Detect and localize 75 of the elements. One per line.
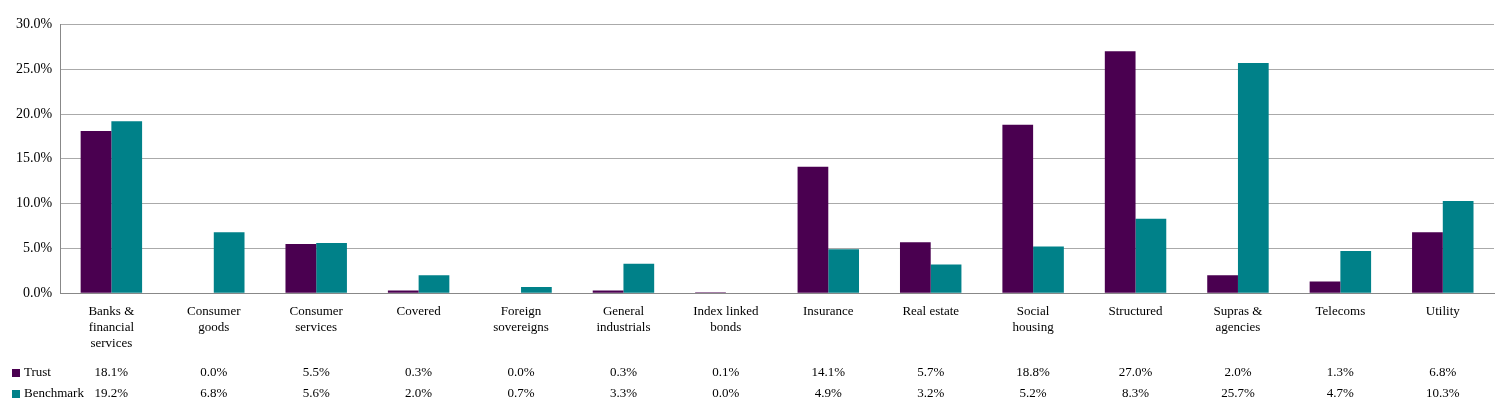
data-label: 2.0% [405,385,433,401]
data-label: 10.3% [1425,385,1460,401]
bar [930,264,962,293]
data-label: 0.7% [507,385,535,401]
data-label: 0.0% [712,385,740,401]
data-label: 2.0% [1224,364,1252,380]
x-tick-label: Structured [1108,303,1164,319]
bar [899,242,931,293]
bar [213,232,245,293]
y-tick-label: 5.0% [22,240,53,256]
bar [418,275,450,293]
data-label: 4.9% [814,385,842,401]
legend-label: Trust [24,364,52,380]
data-label: 5.6% [302,385,330,401]
data-label: 5.7% [917,364,945,380]
bar [828,249,860,293]
data-label: 14.1% [811,364,846,380]
y-tick-label: 0.0% [22,284,53,300]
x-tick-label: Supras & agencies [1213,303,1263,335]
x-tick-label: Consumer services [289,303,344,335]
bar [1340,251,1372,293]
data-label: 3.2% [917,385,945,401]
data-label: 18.1% [94,364,129,380]
x-tick-label: Utility [1425,303,1461,319]
bar [1442,200,1474,293]
data-label: 0.0% [200,364,228,380]
data-label: 3.3% [609,385,638,401]
bar [387,290,419,293]
data-label: 5.5% [302,364,330,380]
bar [1033,246,1064,293]
data-label: 6.8% [1429,364,1457,380]
bar [1207,275,1238,293]
x-tick-label: Covered [396,303,442,319]
bar [316,243,347,293]
data-label: 0.3% [405,364,433,380]
bar [111,121,143,293]
bar [623,263,655,293]
data-label: 25.7% [1221,385,1255,401]
data-label: 0.0% [507,364,535,380]
data-label: 0.3% [609,364,638,380]
x-tick-label: Social housing [1012,303,1055,335]
y-tick-label: 30.0% [15,16,53,32]
y-tick-label: 15.0% [15,150,53,166]
x-tick-label: Insurance [803,303,854,319]
data-label: 18.8% [1016,364,1051,380]
bar [592,290,624,293]
data-label: 8.3% [1121,385,1150,401]
bar [521,286,552,293]
x-tick-label: Index linked bonds [693,303,760,335]
bar [797,166,829,293]
bar [1237,62,1269,293]
data-label: 4.7% [1326,385,1355,401]
x-tick-label: Banks & financial services [88,303,135,350]
y-tick-label: 25.0% [15,60,53,76]
bar [1309,281,1341,293]
bar [80,131,112,293]
data-label: 19.2% [94,385,129,401]
bar [1135,218,1167,293]
x-tick-label: Telecoms [1315,303,1366,319]
data-label: 0.1% [712,364,740,380]
bar [1104,51,1136,293]
y-tick-label: 10.0% [15,195,53,211]
y-tick-label: 20.0% [15,105,53,121]
data-label: 6.8% [200,385,228,401]
data-label: 5.2% [1019,385,1047,401]
bar [1002,124,1034,293]
bar [1412,232,1443,293]
bar [285,243,317,293]
data-label: 27.0% [1118,364,1153,380]
x-tick-label: General industrials [596,303,651,335]
x-tick-label: Real estate [902,303,960,319]
legend-label: Benchmark [24,385,85,401]
x-tick-label: Consumer goods [187,303,242,335]
data-label: 1.3% [1326,364,1355,380]
x-tick-label: Foreign sovereigns [493,303,549,335]
